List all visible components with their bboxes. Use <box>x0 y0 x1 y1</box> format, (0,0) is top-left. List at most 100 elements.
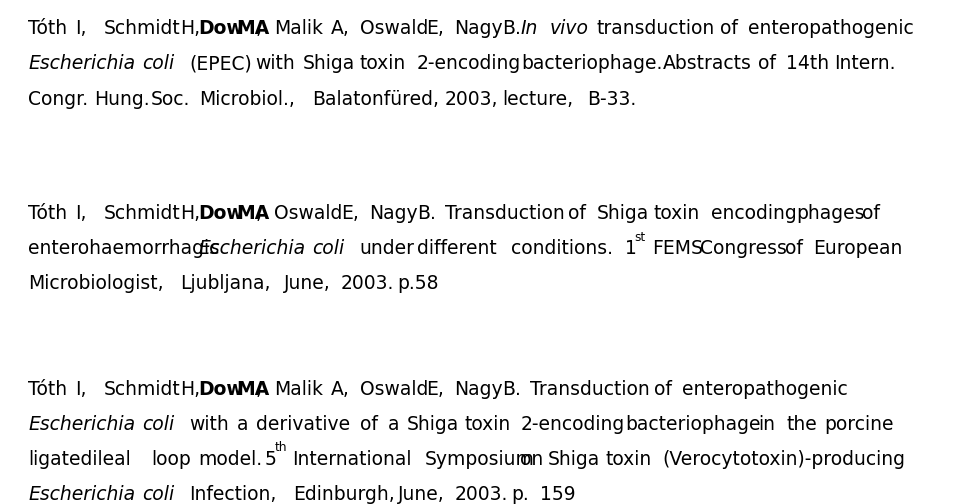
Text: of: of <box>654 380 671 399</box>
Text: loop: loop <box>152 450 191 469</box>
Text: Abstracts: Abstracts <box>663 54 752 74</box>
Text: encoding: encoding <box>710 204 796 223</box>
Text: different: different <box>417 239 496 259</box>
Text: Symposium: Symposium <box>425 450 535 469</box>
Text: (Verocytotoxin)-producing: (Verocytotoxin)-producing <box>662 450 905 469</box>
Text: Schmidt: Schmidt <box>104 204 180 223</box>
Text: Hung.: Hung. <box>94 90 150 108</box>
Text: E,: E, <box>426 20 444 38</box>
Text: a: a <box>388 415 399 433</box>
Text: of: of <box>757 54 776 74</box>
Text: B.: B. <box>502 380 521 399</box>
Text: a: a <box>236 415 248 433</box>
Text: H,: H, <box>180 20 200 38</box>
Text: of: of <box>785 239 804 259</box>
Text: B-33.: B-33. <box>588 90 636 108</box>
Text: Dow: Dow <box>199 20 245 38</box>
Text: conditions.: conditions. <box>512 239 613 259</box>
Text: of: of <box>360 415 377 433</box>
Text: 2-encoding: 2-encoding <box>521 415 625 433</box>
Text: 159: 159 <box>540 485 575 503</box>
Text: bacteriophage: bacteriophage <box>625 415 760 433</box>
Text: toxin: toxin <box>464 415 511 433</box>
Text: p.: p. <box>512 485 529 503</box>
Text: ,: , <box>255 204 261 223</box>
Text: June,: June, <box>284 274 330 293</box>
Text: Oswald: Oswald <box>360 380 428 399</box>
Text: Shiga: Shiga <box>303 54 355 74</box>
Text: of: of <box>862 204 880 223</box>
Text: enteropathogenic: enteropathogenic <box>749 20 914 38</box>
Text: Malik: Malik <box>275 380 324 399</box>
Text: Dow: Dow <box>199 380 245 399</box>
Text: B.: B. <box>417 204 436 223</box>
Text: Tóth: Tóth <box>28 20 67 38</box>
Text: Edinburgh,: Edinburgh, <box>294 485 396 503</box>
Text: on: on <box>519 450 543 469</box>
Text: MA: MA <box>236 20 270 38</box>
Text: Nagy: Nagy <box>455 20 503 38</box>
Text: MA: MA <box>236 204 270 223</box>
Text: Microbiol.,: Microbiol., <box>199 90 295 108</box>
Text: Schmidt: Schmidt <box>104 20 180 38</box>
Text: enterohaemorrhagic: enterohaemorrhagic <box>28 239 220 259</box>
Text: B.: B. <box>502 20 521 38</box>
Text: p.58: p.58 <box>397 274 439 293</box>
Text: Schmidt: Schmidt <box>104 380 180 399</box>
Text: Congr.: Congr. <box>28 90 88 108</box>
Text: Microbiologist,: Microbiologist, <box>28 274 163 293</box>
Text: with: with <box>255 54 296 74</box>
Text: the: the <box>786 415 817 433</box>
Text: In: In <box>521 20 539 38</box>
Text: 14th: 14th <box>786 54 829 74</box>
Text: Oswald: Oswald <box>360 20 428 38</box>
Text: A,: A, <box>331 20 350 38</box>
Text: toxin: toxin <box>360 54 406 74</box>
Text: coli: coli <box>142 415 174 433</box>
Text: coli: coli <box>312 239 345 259</box>
Text: Infection,: Infection, <box>189 485 276 503</box>
Text: toxin: toxin <box>605 450 651 469</box>
Text: Tóth: Tóth <box>28 380 67 399</box>
Text: ,: , <box>255 380 261 399</box>
Text: ,: , <box>255 20 261 38</box>
Text: 2003.: 2003. <box>455 485 508 503</box>
Text: ligatedileal: ligatedileal <box>28 450 131 469</box>
Text: I,: I, <box>76 20 87 38</box>
Text: in: in <box>757 415 775 433</box>
Text: European: European <box>814 239 903 259</box>
Text: Escherichia: Escherichia <box>199 239 305 259</box>
Text: Soc.: Soc. <box>152 90 191 108</box>
Text: Shiga: Shiga <box>407 415 460 433</box>
Text: bacteriophage.: bacteriophage. <box>521 54 662 74</box>
Text: of: of <box>568 204 587 223</box>
Text: H,: H, <box>180 204 200 223</box>
Text: Shiga: Shiga <box>548 450 600 469</box>
Text: with: with <box>189 415 228 433</box>
Text: st: st <box>635 231 646 243</box>
Text: under: under <box>360 239 415 259</box>
Text: E,: E, <box>341 204 359 223</box>
Text: H,: H, <box>180 380 200 399</box>
Text: Tóth: Tóth <box>28 204 67 223</box>
Text: Transduction: Transduction <box>445 204 564 223</box>
Text: th: th <box>275 441 287 454</box>
Text: E,: E, <box>426 380 444 399</box>
Text: porcine: porcine <box>825 415 894 433</box>
Text: Escherichia: Escherichia <box>28 415 135 433</box>
Text: transduction: transduction <box>597 20 715 38</box>
Text: FEMS: FEMS <box>653 239 704 259</box>
Text: derivative: derivative <box>255 415 349 433</box>
Text: Malik: Malik <box>275 20 324 38</box>
Text: 2-encoding: 2-encoding <box>417 54 521 74</box>
Text: Oswald: Oswald <box>275 204 343 223</box>
Text: coli: coli <box>142 485 174 503</box>
Text: Nagy: Nagy <box>370 204 418 223</box>
Text: Congress: Congress <box>700 239 787 259</box>
Text: of: of <box>720 20 738 38</box>
Text: I,: I, <box>76 380 87 399</box>
Text: Ljubljana,: Ljubljana, <box>180 274 270 293</box>
Text: MA: MA <box>236 380 270 399</box>
Text: 1: 1 <box>625 239 637 259</box>
Text: Escherichia: Escherichia <box>28 54 135 74</box>
